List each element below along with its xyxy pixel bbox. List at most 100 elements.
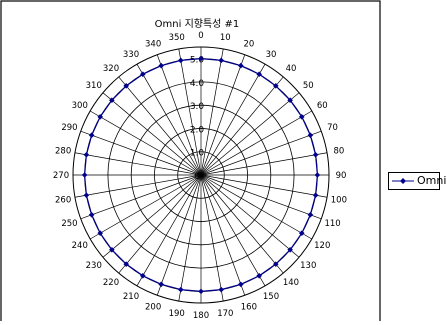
data-point-310 — [109, 97, 115, 104]
data-point-210 — [140, 272, 146, 279]
data-point-130 — [287, 246, 293, 253]
angle-label-220: 220 — [103, 278, 119, 288]
angle-label-90: 90 — [336, 171, 347, 181]
data-point-60 — [298, 114, 305, 120]
angle-label-350: 350 — [169, 33, 185, 43]
spoke-230 — [102, 174, 202, 258]
spoke-220 — [118, 174, 202, 274]
angle-label-150: 150 — [263, 292, 279, 302]
series-layer — [81, 55, 321, 295]
data-point-220 — [123, 261, 130, 267]
angle-label-20: 20 — [243, 39, 254, 49]
spoke-130 — [200, 174, 300, 258]
angle-label-120: 120 — [314, 241, 330, 251]
data-point-170 — [218, 286, 225, 293]
data-point-20 — [237, 62, 244, 69]
data-point-290 — [88, 132, 95, 139]
data-point-50 — [287, 97, 293, 104]
spoke-240 — [89, 174, 202, 240]
chart-title: Omni 지향특성 #1 — [155, 18, 240, 30]
plot-frame — [0, 0, 381, 325]
spoke-110 — [200, 174, 322, 220]
spoke-350 — [178, 48, 202, 176]
radial-tick-label: 2.0 — [190, 125, 205, 135]
angle-label-10: 10 — [220, 33, 231, 43]
spokes — [73, 47, 329, 303]
data-point-190 — [177, 286, 184, 293]
spoke-310 — [102, 92, 202, 176]
data-point-240 — [97, 230, 104, 236]
data-point-40 — [272, 83, 279, 89]
data-point-320 — [123, 83, 130, 89]
radial-tick-label: 3.0 — [190, 102, 205, 112]
spoke-70 — [200, 130, 322, 176]
radial-tick-label: 5.0 — [190, 56, 205, 66]
data-point-200 — [158, 281, 165, 288]
spoke-80 — [200, 152, 328, 176]
radial-tick-labels: 0 1.0 2.0 3.0 4.0 5.0 — [190, 56, 205, 182]
data-point-70 — [307, 132, 314, 139]
angle-label-30: 30 — [266, 50, 277, 60]
angle-label-240: 240 — [72, 241, 88, 251]
angle-label-60: 60 — [317, 101, 328, 111]
angle-label-270: 270 — [53, 171, 69, 181]
spoke-150 — [200, 174, 266, 287]
angle-label-320: 320 — [103, 64, 119, 74]
spoke-290 — [80, 130, 202, 176]
angle-label-300: 300 — [72, 101, 88, 111]
data-point-120 — [298, 230, 305, 236]
spoke-200 — [156, 174, 202, 296]
spoke-40 — [200, 76, 284, 176]
angle-label-280: 280 — [55, 147, 71, 157]
angle-label-180: 180 — [193, 311, 209, 321]
data-point-340 — [158, 62, 165, 69]
angle-label-260: 260 — [55, 195, 71, 205]
data-point-100 — [312, 192, 319, 199]
angle-label-100: 100 — [331, 195, 347, 205]
spoke-140 — [200, 174, 284, 274]
radial-tick-label: 0 — [194, 172, 200, 182]
angle-label-50: 50 — [303, 81, 314, 91]
angle-label-230: 230 — [86, 261, 102, 271]
data-point-350 — [177, 57, 184, 64]
data-point-150 — [256, 272, 262, 279]
angle-labels: 3503403303203103002902802702602502402302… — [53, 31, 347, 321]
spoke-190 — [178, 174, 202, 302]
spoke-280 — [74, 152, 202, 176]
data-point-30 — [256, 71, 262, 78]
data-point-90 — [314, 172, 321, 178]
radial-tick-label: 4.0 — [190, 79, 205, 89]
data-point-300 — [97, 114, 104, 120]
spoke-120 — [200, 174, 313, 240]
angle-label-160: 160 — [241, 303, 257, 313]
angle-label-140: 140 — [283, 278, 299, 288]
legend-label-omni: Omni — [417, 174, 447, 187]
angle-label-200: 200 — [145, 303, 161, 313]
angle-label-340: 340 — [145, 39, 161, 49]
angle-label-0: 0 — [198, 31, 203, 41]
spoke-60 — [200, 110, 313, 176]
angle-label-190: 190 — [169, 309, 185, 319]
legend: Omni — [388, 172, 446, 190]
radial-tick-label: 1.0 — [190, 149, 205, 159]
data-point-330 — [140, 71, 146, 78]
angle-label-330: 330 — [123, 50, 139, 60]
spoke-330 — [136, 63, 202, 176]
spoke-10 — [200, 48, 224, 176]
data-point-110 — [307, 211, 314, 218]
angle-label-130: 130 — [300, 261, 316, 271]
spoke-20 — [200, 54, 246, 176]
data-point-260 — [83, 192, 90, 199]
spoke-300 — [89, 110, 202, 176]
spoke-160 — [200, 174, 246, 296]
data-point-270 — [81, 172, 88, 178]
data-point-280 — [83, 151, 90, 158]
angle-label-110: 110 — [324, 219, 340, 229]
spoke-320 — [118, 76, 202, 176]
spoke-30 — [200, 63, 266, 176]
data-point-140 — [272, 261, 279, 267]
angle-label-210: 210 — [123, 292, 139, 302]
data-point-230 — [109, 246, 115, 253]
spoke-100 — [200, 174, 328, 198]
